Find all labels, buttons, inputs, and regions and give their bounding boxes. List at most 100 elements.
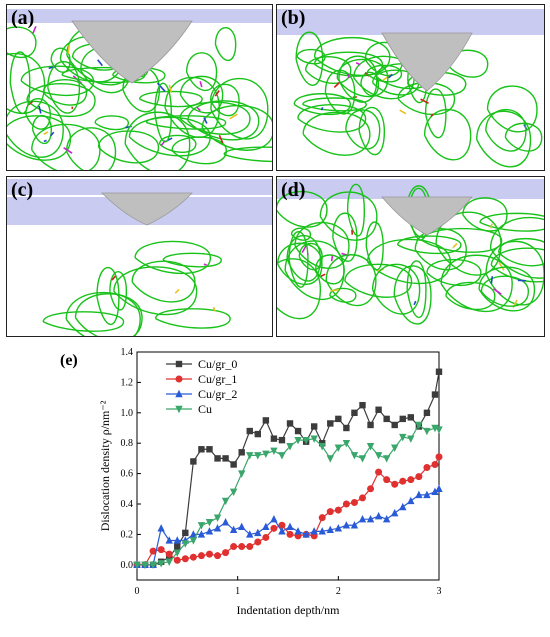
dislocation-line <box>74 293 143 336</box>
surface-layer <box>277 179 544 199</box>
dislocation-segment <box>50 131 55 137</box>
panel-b-image <box>277 9 544 168</box>
data-point <box>157 560 165 568</box>
data-point <box>366 443 375 451</box>
legend-marker <box>175 405 183 414</box>
dislocation-line <box>223 146 272 163</box>
data-point <box>383 476 391 484</box>
dislocation-line <box>7 115 72 161</box>
chart-canvas: 0.0 0.2 0.4 0.6 0.8 1.0 1.2 1.4 0 1 2 3 Indentation … <box>98 347 443 617</box>
data-point <box>230 543 238 551</box>
dislocation-segment <box>320 107 324 111</box>
data-point <box>435 484 443 492</box>
dislocation-line <box>210 77 269 140</box>
x-tick-label: 3 <box>437 586 442 597</box>
data-point <box>278 436 286 444</box>
dislocation-line <box>26 83 96 118</box>
y-tick-label: 0.8 <box>121 438 134 449</box>
data-point <box>165 536 173 544</box>
data-point <box>335 415 342 423</box>
dislocation-line <box>9 51 31 115</box>
dislocation-line <box>490 247 544 283</box>
dislocation-line <box>366 238 452 285</box>
dislocation-segment <box>320 273 326 277</box>
dislocation-segment <box>355 61 361 66</box>
data-point <box>391 444 399 452</box>
data-point <box>278 527 286 535</box>
dislocation-segment <box>333 81 341 88</box>
dislocation-line <box>426 258 482 286</box>
data-point <box>407 414 415 421</box>
data-point <box>173 556 181 564</box>
legend-label: Cu/gr_1 <box>198 372 237 386</box>
data-point <box>374 511 383 520</box>
dislocation-line <box>366 64 403 83</box>
series-line <box>137 456 440 566</box>
data-point <box>367 485 375 493</box>
data-point <box>350 521 359 529</box>
data-point <box>270 435 278 442</box>
data-point <box>294 436 302 445</box>
data-point <box>149 561 157 569</box>
dislocation-line <box>97 130 160 164</box>
dislocation-line <box>479 212 544 232</box>
data-point <box>254 452 262 460</box>
legend-marker <box>175 375 183 383</box>
data-point <box>310 423 318 430</box>
data-point <box>198 446 205 453</box>
dislocation-line <box>7 52 46 115</box>
dislocation-line <box>94 115 130 131</box>
dislocation-segment <box>330 288 339 292</box>
data-point <box>181 540 190 548</box>
data-point <box>206 446 213 453</box>
data-point <box>165 550 173 558</box>
dislocation-line <box>324 69 356 115</box>
data-point <box>149 547 157 555</box>
x-tick-label: 2 <box>336 586 341 597</box>
data-point <box>278 452 286 460</box>
dislocation-line <box>138 90 203 108</box>
dislocation-segment <box>413 300 417 306</box>
dislocation-line <box>424 88 447 139</box>
dislocation-segment <box>229 113 238 120</box>
dislocation-segment <box>490 276 494 284</box>
dislocation-segment <box>111 275 117 281</box>
data-point <box>213 514 222 522</box>
data-point <box>310 435 318 443</box>
data-point <box>359 402 366 409</box>
y-tick-label: 1.0 <box>121 408 134 419</box>
data-point <box>221 518 230 526</box>
panel-label-c: (c) <box>11 179 34 201</box>
data-point <box>221 497 230 506</box>
legend-marker <box>175 389 183 398</box>
indentation-cavity <box>71 20 193 84</box>
series-cu-gr-0 <box>133 368 443 568</box>
data-point <box>237 522 246 530</box>
dislocation-line <box>462 197 508 232</box>
data-point <box>326 525 334 534</box>
dislocation-segment <box>330 255 334 262</box>
data-point <box>246 427 253 435</box>
data-point <box>157 524 165 532</box>
dislocation-line <box>124 111 191 170</box>
dislocation-line <box>277 190 328 228</box>
data-point <box>286 420 294 427</box>
data-point <box>229 488 238 497</box>
data-point <box>391 421 398 429</box>
dislocation-segment <box>346 73 351 79</box>
data-point <box>342 500 350 508</box>
data-point <box>230 461 237 468</box>
legend-marker <box>175 360 183 368</box>
data-point <box>294 427 302 435</box>
data-point <box>415 473 423 481</box>
data-point <box>382 455 391 463</box>
data-point <box>189 553 197 561</box>
data-point <box>415 421 423 430</box>
dislocation-line <box>290 227 312 241</box>
dislocation-line <box>154 308 231 329</box>
data-point <box>254 538 262 546</box>
dislocation-segment <box>203 117 208 124</box>
dislocation-line <box>179 75 224 114</box>
dislocation-segment <box>38 105 42 114</box>
data-point <box>407 435 415 443</box>
